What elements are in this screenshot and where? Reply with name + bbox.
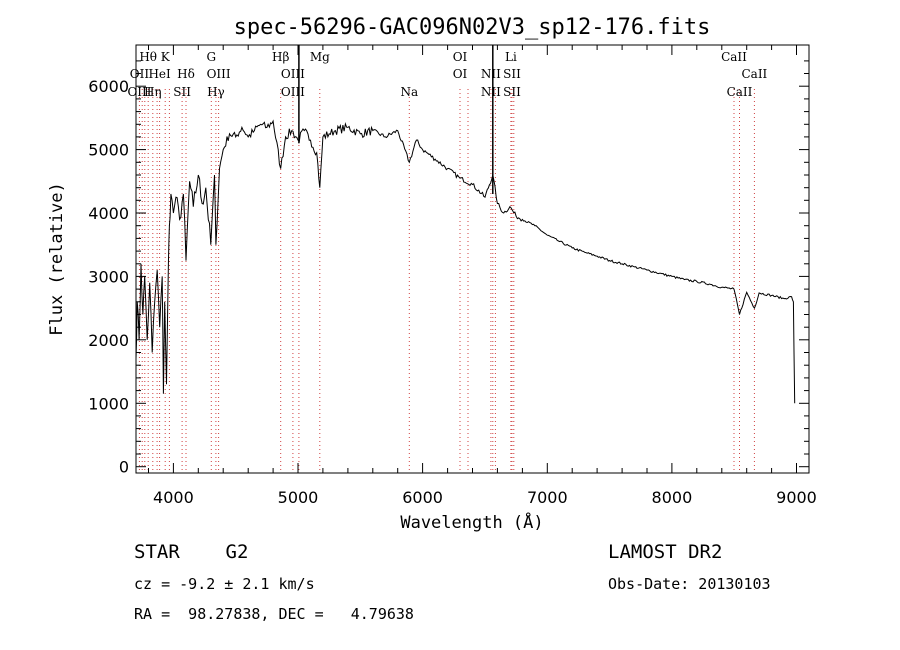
line-label-18: NII	[481, 67, 501, 81]
x-tick-label-5: 9000	[776, 488, 817, 507]
spectral-line-labels: HθOIIOIIIHeIHηKHδSIIGOIIIHγHβOIIIOIIIMgN…	[127, 50, 767, 99]
y-tick-label-2: 2000	[88, 331, 129, 350]
y-tick-label-3: 3000	[88, 267, 129, 286]
line-label-10: Hγ	[207, 85, 225, 99]
line-label-16: OI	[453, 50, 468, 64]
line-label-25: CaII	[727, 85, 753, 99]
line-label-22: SII	[503, 85, 521, 99]
line-label-11: Hβ	[272, 50, 289, 64]
y-tick-label-1: 1000	[88, 394, 129, 413]
line-label-19: NII	[481, 85, 501, 99]
line-label-7: SII	[173, 85, 191, 99]
line-label-9: OIII	[207, 67, 231, 81]
line-label-15: Na	[400, 85, 418, 99]
line-label-21: SII	[503, 67, 521, 81]
y-tick-label-5: 5000	[88, 141, 129, 160]
spectrum-series	[135, 45, 796, 404]
line-label-2: OIII	[127, 85, 151, 99]
x-tick-label-4: 8000	[652, 488, 693, 507]
spectrum-line-0	[135, 119, 796, 404]
line-label-24: CaII	[741, 67, 767, 81]
survey-name: LAMOST DR2	[608, 541, 723, 563]
line-label-12: OIII	[281, 67, 305, 81]
line-label-23: CaII	[721, 50, 747, 64]
line-label-8: G	[207, 50, 217, 64]
line-label-5: K	[161, 50, 171, 64]
line-label-6: Hδ	[177, 67, 195, 81]
chart-title: spec-56296-GAC096N02V3_sp12-176.fits	[234, 15, 711, 40]
coordinates-text: RA = 98.27838, DEC = 4.79638	[134, 605, 414, 623]
y-tick-label-0: 0	[119, 458, 129, 477]
x-tick-label-0: 4000	[153, 488, 194, 507]
line-label-4: Hη	[144, 85, 162, 99]
line-label-14: Mg	[310, 50, 330, 64]
x-tick-label-1: 5000	[278, 488, 319, 507]
line-label-17: OI	[453, 67, 468, 81]
line-label-20: Li	[505, 50, 517, 64]
spectral-line-markers	[138, 89, 755, 473]
y-tick-label-6: 6000	[88, 77, 129, 96]
x-tick-label-2: 6000	[402, 488, 443, 507]
object-subclass: G2	[225, 541, 249, 563]
y-axis-label: Flux (relative)	[47, 182, 67, 336]
object-class: STAR G2	[134, 541, 248, 563]
x-tick-label-3: 7000	[527, 488, 568, 507]
line-label-3: HeI	[148, 67, 171, 81]
x-axis-label: Wavelength (Å)	[400, 511, 543, 533]
redshift-text: cz = -9.2 ± 2.1 km/s	[134, 575, 315, 593]
line-label-0: Hθ	[139, 50, 157, 64]
axis-tick-labels: 4000 5000 6000 7000 8000 9000 0 1000 2000 3000 400…	[88, 77, 817, 507]
object-class-text: STAR	[134, 541, 180, 563]
plot-frame	[135, 44, 810, 474]
obs-date: Obs-Date: 20130103	[608, 575, 771, 593]
line-label-13: OIII	[281, 85, 305, 99]
axis-ticks	[136, 45, 809, 473]
y-tick-label-4: 4000	[88, 204, 129, 223]
